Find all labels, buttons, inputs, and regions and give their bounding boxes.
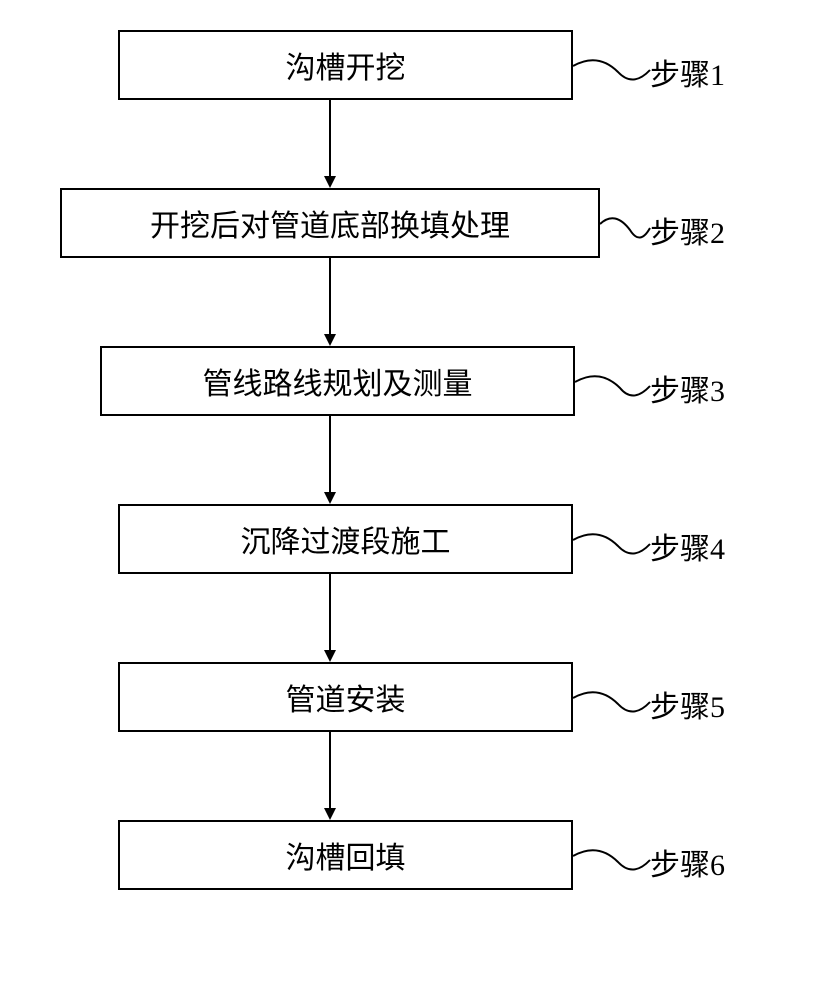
arrow-head-icon bbox=[324, 492, 336, 504]
connector-line-4 bbox=[573, 534, 650, 564]
node-label: 管道安装 bbox=[286, 675, 406, 719]
node-label: 沟槽回填 bbox=[286, 833, 406, 877]
connector-line-1 bbox=[573, 60, 650, 90]
connector-line-6 bbox=[573, 850, 650, 880]
arrow-line bbox=[329, 574, 331, 651]
connector-line-2 bbox=[600, 218, 650, 248]
flow-node-step3: 管线路线规划及测量 bbox=[100, 346, 575, 416]
arrow-head-icon bbox=[324, 650, 336, 662]
arrow-line bbox=[329, 416, 331, 493]
step-label-1: 步骤1 bbox=[650, 50, 725, 94]
connector-line-5 bbox=[573, 692, 650, 722]
flow-node-step4: 沉降过渡段施工 bbox=[118, 504, 573, 574]
arrow-head-icon bbox=[324, 334, 336, 346]
step-label-4: 步骤4 bbox=[650, 524, 725, 568]
arrow-head-icon bbox=[324, 176, 336, 188]
arrow-line bbox=[329, 732, 331, 809]
step-label-6: 步骤6 bbox=[650, 840, 725, 884]
flow-node-step2: 开挖后对管道底部换填处理 bbox=[60, 188, 600, 258]
flow-node-step1: 沟槽开挖 bbox=[118, 30, 573, 100]
step-label-2: 步骤2 bbox=[650, 208, 725, 252]
arrow-line bbox=[329, 258, 331, 335]
connector-line-3 bbox=[575, 376, 650, 406]
step-label-3: 步骤3 bbox=[650, 366, 725, 410]
node-label: 管线路线规划及测量 bbox=[203, 359, 473, 403]
arrow-head-icon bbox=[324, 808, 336, 820]
node-label: 沉降过渡段施工 bbox=[241, 517, 451, 561]
node-label: 沟槽开挖 bbox=[286, 43, 406, 87]
flow-node-step6: 沟槽回填 bbox=[118, 820, 573, 890]
step-label-5: 步骤5 bbox=[650, 682, 725, 726]
arrow-line bbox=[329, 100, 331, 177]
flow-node-step5: 管道安装 bbox=[118, 662, 573, 732]
node-label: 开挖后对管道底部换填处理 bbox=[150, 201, 510, 245]
